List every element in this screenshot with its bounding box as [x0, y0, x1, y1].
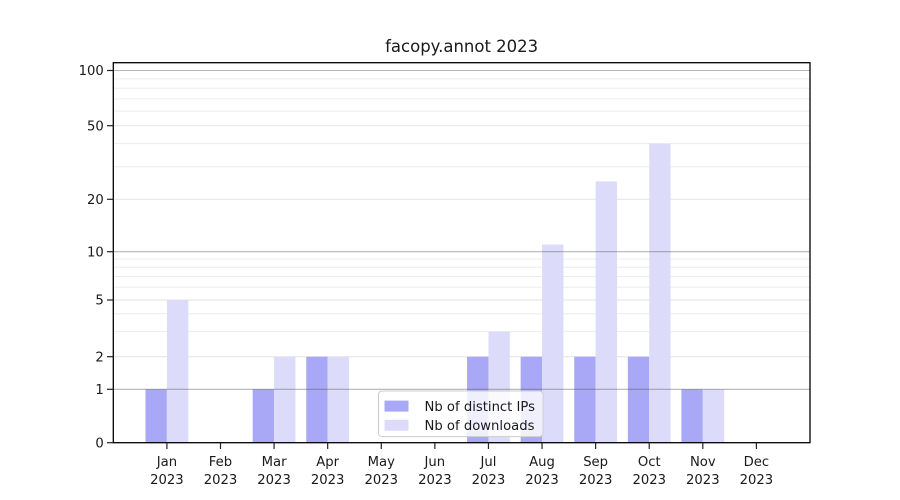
x-tick-label-month-jul: Jul	[479, 455, 496, 470]
bar-nb-of-downloads-apr	[327, 356, 350, 443]
x-tick-label-year-mar: 2023	[257, 473, 291, 488]
bar-nb-of-distinct-ips-mar	[252, 389, 275, 443]
x-tick-label-year-aug: 2023	[525, 473, 559, 488]
bar-nb-of-distinct-ips-jan	[145, 389, 167, 443]
y-tick-label-50: 50	[87, 119, 104, 134]
y-tick-label-2: 2	[95, 350, 103, 365]
x-tick-label-year-jun: 2023	[418, 473, 452, 488]
x-tick-label-month-mar: Mar	[262, 455, 287, 470]
x-tick-label-year-jan: 2023	[150, 473, 184, 488]
y-tick-label-5: 5	[95, 294, 103, 309]
chart-title: facopy.annot 2023	[385, 37, 538, 56]
y-tick-label-100: 100	[79, 64, 104, 79]
y-tick-label-1: 1	[95, 383, 103, 398]
bar-nb-of-downloads-sep	[595, 181, 618, 443]
x-tick-label-year-may: 2023	[364, 473, 398, 488]
x-tick-label-month-feb: Feb	[209, 455, 232, 470]
x-tick-label-month-may: May	[368, 455, 395, 470]
x-tick-label-year-jul: 2023	[472, 473, 506, 488]
x-tick-label-year-sep: 2023	[579, 473, 613, 488]
legend-label-nb-of-downloads: Nb of downloads	[425, 419, 535, 434]
bar-nb-of-downloads-jan	[166, 300, 189, 443]
x-tick-label-month-dec: Dec	[744, 455, 770, 470]
bar-nb-of-downloads-mar	[274, 356, 296, 443]
bar-nb-of-distinct-ips-apr	[306, 356, 328, 443]
x-tick-label-month-jan: Jan	[156, 455, 177, 470]
x-tick-label-year-apr: 2023	[311, 473, 345, 488]
x-tick-label-month-apr: Apr	[316, 455, 339, 470]
x-tick-label-month-jun: Jun	[424, 455, 446, 470]
x-tick-label-month-aug: Aug	[529, 455, 555, 470]
y-tick-label-0: 0	[95, 436, 103, 451]
x-tick-label-month-oct: Oct	[638, 455, 661, 470]
legend-swatch-nb-of-distinct-ips	[384, 400, 409, 412]
plot-border	[112, 62, 811, 444]
bar-nb-of-downloads-aug	[542, 244, 564, 443]
bar-nb-of-distinct-ips-nov	[681, 389, 703, 443]
legend-label-nb-of-distinct-ips: Nb of distinct IPs	[425, 400, 536, 415]
legend-swatch-nb-of-downloads	[384, 419, 409, 431]
x-tick-label-year-nov: 2023	[686, 473, 720, 488]
x-tick-label-month-sep: Sep	[583, 455, 608, 470]
y-tick-label-10: 10	[87, 245, 104, 260]
x-tick-label-year-dec: 2023	[740, 473, 774, 488]
x-tick-label-year-feb: 2023	[204, 473, 238, 488]
x-tick-label-year-oct: 2023	[632, 473, 666, 488]
legend: Nb of distinct IPs Nb of downloads	[378, 390, 544, 438]
bar-nb-of-downloads-nov	[702, 389, 725, 443]
bar-nb-of-distinct-ips-oct	[627, 356, 650, 443]
legend-box	[378, 390, 544, 438]
bar-nb-of-distinct-ips-sep	[574, 356, 596, 443]
bar-nb-of-downloads-oct	[649, 143, 671, 443]
y-tick-label-20: 20	[87, 193, 104, 208]
x-tick-label-month-nov: Nov	[690, 455, 716, 470]
